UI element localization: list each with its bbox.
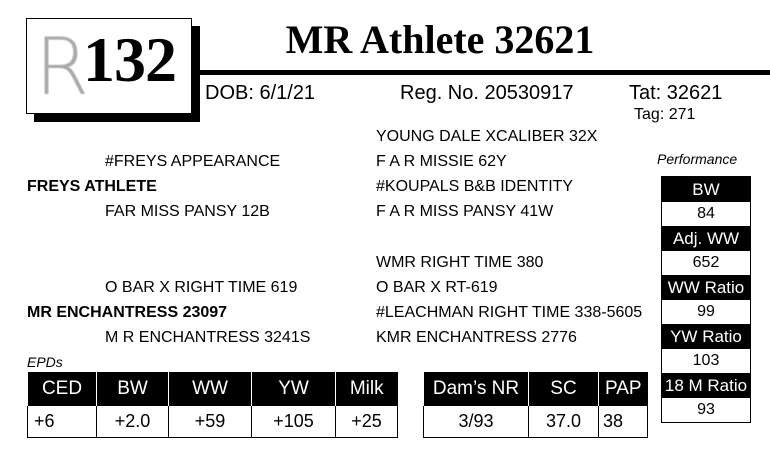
logo-r: R [35, 23, 90, 113]
epd-value: +6 [27, 405, 97, 438]
perf-value: 103 [692, 352, 720, 369]
dds: #LEACHMAN RIGHT TIME 338-5605 [376, 304, 643, 321]
sss: YOUNG DALE XCALIBER 32X [376, 128, 598, 145]
reg-no: Reg. No. 20530917 [400, 82, 574, 104]
epd-value: +59 [168, 405, 252, 438]
dsd: O BAR X RT-619 [376, 279, 498, 296]
extra-table: Dam’s NR SC PAP 3/93 37.0 38 [423, 372, 648, 438]
epd-header: YW [251, 372, 336, 406]
perf-header: YW Ratio [662, 324, 750, 349]
extra-header: PAP [598, 372, 648, 406]
divider [196, 70, 770, 75]
perf-value: 652 [692, 254, 720, 271]
sire-dam: FAR MISS PANSY 12B [105, 203, 270, 220]
perf-value: 84 [697, 205, 715, 222]
dob: DOB: 6/1/21 [205, 82, 316, 104]
perf-header: BW [662, 177, 750, 202]
perf-header: 18 M Ratio [662, 373, 750, 398]
sds: #KOUPALS B&B IDENTITY [376, 178, 574, 195]
extra-header: SC [528, 372, 599, 406]
perf-header: WW Ratio [662, 275, 750, 300]
perf-header: Adj. WW [662, 226, 750, 251]
ddd: KMR ENCHANTRESS 2776 [376, 329, 577, 346]
ssd: F A R MISSIE 62Y [376, 153, 507, 170]
tag: Tag: 271 [634, 106, 696, 123]
epds-label: EPDs [27, 354, 63, 370]
animal-name: MR Athlete 32621 [285, 17, 595, 62]
epd-header: Milk [335, 372, 398, 406]
epd-value: +105 [251, 405, 336, 438]
lot-box: R 132 [26, 18, 192, 114]
perf-value: 99 [697, 303, 715, 320]
epd-value: +2.0 [96, 405, 169, 438]
extra-value: 3/93 [423, 405, 529, 438]
sdd: F A R MISS PANSY 41W [376, 203, 554, 220]
performance-label: Performance [657, 151, 738, 167]
extra-value: 37.0 [528, 405, 599, 438]
dss: WMR RIGHT TIME 380 [376, 254, 544, 271]
epd-header: BW [96, 372, 169, 406]
extra-value: 38 [598, 405, 648, 438]
lot-number: 132 [83, 24, 177, 95]
epd-value: +25 [335, 405, 398, 438]
tattoo: Tat: 32621 [629, 82, 723, 104]
epd-header: WW [168, 372, 252, 406]
performance-box: BW 84 Adj. WW 652 WW Ratio 99 YW Ratio 1… [661, 176, 751, 423]
dam-sire: O BAR X RIGHT TIME 619 [105, 279, 298, 296]
perf-value: 93 [697, 401, 715, 418]
sire-sire: #FREYS APPEARANCE [105, 153, 281, 170]
sire: FREYS ATHLETE [27, 178, 157, 195]
epd-table: CED BW WW YW Milk +6 +2.0 +59 +105 +25 [27, 372, 398, 438]
epd-header: CED [27, 372, 97, 406]
dam: MR ENCHANTRESS 23097 [27, 304, 228, 321]
extra-header: Dam’s NR [423, 372, 529, 406]
dam-dam: M R ENCHANTRESS 3241S [105, 329, 311, 346]
